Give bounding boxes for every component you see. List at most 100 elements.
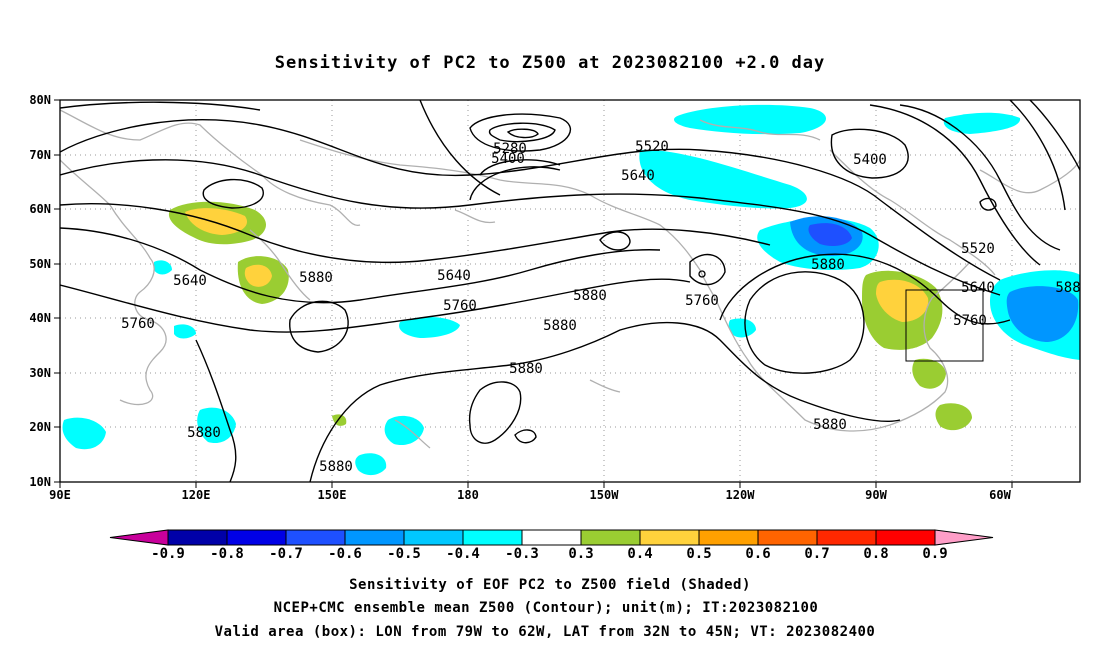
shade-cyan-scs xyxy=(62,417,106,450)
contour-label: 5640 xyxy=(621,168,655,184)
colorbar-label: -0.8 xyxy=(210,546,244,562)
colorbar-label: -0.3 xyxy=(505,546,539,562)
shade-cyan-tropics-1 xyxy=(384,415,424,446)
map-title: Sensitivity of PC2 to Z500 at 2023082100… xyxy=(275,53,826,73)
colorbar-label: 0.6 xyxy=(745,546,770,562)
lat-label: 30N xyxy=(29,366,51,380)
contour-label: 5520 xyxy=(635,139,669,155)
colorbar-label: 0.9 xyxy=(922,546,947,562)
lon-label: 120E xyxy=(182,488,211,502)
footer-line-3: Valid area (box): LON from 79W to 62W, L… xyxy=(215,624,876,640)
footer-line-1: Sensitivity of EOF PC2 to Z500 field (Sh… xyxy=(349,577,751,593)
map-panel: 5280 5400 5520 5640 5400 5520 5640 5760 … xyxy=(29,93,1081,502)
lat-label: 10N xyxy=(29,475,51,489)
colorbar-cell xyxy=(816,529,877,546)
colorbar-cell xyxy=(875,529,936,546)
colorbar-label: 0.7 xyxy=(804,546,829,562)
shade-yellow-japan-sea xyxy=(244,264,272,287)
colorbar-cell xyxy=(521,529,582,546)
lon-label: 180 xyxy=(457,488,479,502)
contour-label: 5400 xyxy=(853,152,887,168)
shade-cyan-japan-1 xyxy=(154,260,172,275)
contour-label: 5880 xyxy=(543,318,577,334)
contour-label: 5280 xyxy=(493,141,527,157)
colorbar-cell xyxy=(580,529,641,546)
shade-cyan-pacific-mid xyxy=(399,316,460,338)
lon-label: 60W xyxy=(989,488,1011,502)
colorbar-label: 0.8 xyxy=(863,546,888,562)
contour-label: 5400 xyxy=(491,151,525,167)
map-frame xyxy=(59,99,1081,483)
colorbar-label: -0.6 xyxy=(328,546,362,562)
colorbar-cell xyxy=(109,529,169,546)
contour-label: 5880 xyxy=(813,417,847,433)
colorbar-cell xyxy=(462,529,523,546)
colorbar-cell xyxy=(698,529,759,546)
colorbar-cells xyxy=(109,529,994,546)
contour-label: 5640 xyxy=(437,268,471,284)
colorbar-cell xyxy=(757,529,818,546)
colorbar: -0.9 -0.8 -0.7 -0.6 -0.5 -0.4 -0.3 0.3 0… xyxy=(109,529,994,562)
colorbar-label: 0.4 xyxy=(627,546,652,562)
axis-ticks xyxy=(54,99,1013,488)
lat-label: 80N xyxy=(29,93,51,107)
contour-label: 5880 xyxy=(187,425,221,441)
colorbar-labels: -0.9 -0.8 -0.7 -0.6 -0.5 -0.4 -0.3 0.3 0… xyxy=(151,546,948,562)
colorbar-label: -0.4 xyxy=(446,546,480,562)
lat-label: 70N xyxy=(29,148,51,162)
shade-cyan-west-coast xyxy=(728,318,756,338)
shade-cyan-arctic-1 xyxy=(674,104,827,135)
shade-blue-atlantic xyxy=(1006,286,1079,342)
lat-labels: 80N 70N 60N 50N 40N 30N 20N 10N xyxy=(29,93,51,489)
shade-darkblue-canada xyxy=(808,223,852,246)
shade-cyan-tropics-2 xyxy=(355,453,387,476)
contour-label: 5880 xyxy=(811,257,845,273)
shade-cyan-pacific-ne xyxy=(639,149,807,209)
colorbar-cell xyxy=(167,529,228,546)
contour-label: 588 xyxy=(1055,280,1080,296)
lat-label: 50N xyxy=(29,257,51,271)
colorbar-cell xyxy=(344,529,405,546)
z500-contours xyxy=(60,100,1080,482)
contour-label: 5760 xyxy=(121,316,155,332)
shade-green-florida xyxy=(912,358,946,389)
contour-label: 5880 xyxy=(319,459,353,475)
colorbar-label: 0.5 xyxy=(686,546,711,562)
coastlines xyxy=(60,109,1080,449)
colorbar-label: -0.5 xyxy=(387,546,421,562)
colorbar-label: 0.3 xyxy=(568,546,593,562)
colorbar-cell xyxy=(934,529,994,546)
shade-cyan-philippines xyxy=(197,407,236,444)
colorbar-cell xyxy=(226,529,287,546)
lon-label: 90W xyxy=(865,488,887,502)
colorbar-cell xyxy=(639,529,700,546)
contour-label: 5640 xyxy=(961,280,995,296)
contour-label: 5760 xyxy=(953,313,987,329)
contour-label: 5880 xyxy=(299,270,333,286)
colorbar-cell xyxy=(403,529,464,546)
contour-label: 5760 xyxy=(685,293,719,309)
contour-label: 5880 xyxy=(509,361,543,377)
colorbar-cell xyxy=(285,529,346,546)
shade-cyan-japan-2 xyxy=(174,324,196,339)
lon-labels: 90E 120E 150E 180 150W 120W 90W 60W xyxy=(49,488,1011,502)
contour-low-marker xyxy=(698,270,706,278)
lat-label: 60N xyxy=(29,202,51,216)
contour-label: 5520 xyxy=(961,241,995,257)
lat-label: 40N xyxy=(29,311,51,325)
lon-label: 90E xyxy=(49,488,71,502)
colorbar-label: -0.9 xyxy=(151,546,185,562)
lat-label: 20N xyxy=(29,420,51,434)
shade-cyan-arctic-2 xyxy=(943,112,1021,134)
lon-label: 120W xyxy=(726,488,756,502)
contour-label: 5760 xyxy=(443,298,477,314)
contour-label: 5640 xyxy=(173,273,207,289)
contour-labels: 5280 5400 5520 5640 5400 5520 5640 5760 … xyxy=(121,139,1080,475)
valid-area-box xyxy=(905,289,984,362)
lon-label: 150W xyxy=(590,488,620,502)
lon-label: 150E xyxy=(318,488,347,502)
colorbar-label: -0.7 xyxy=(269,546,303,562)
shade-green-caribbean xyxy=(935,403,972,431)
footer-line-2: NCEP+CMC ensemble mean Z500 (Contour); u… xyxy=(274,600,819,616)
